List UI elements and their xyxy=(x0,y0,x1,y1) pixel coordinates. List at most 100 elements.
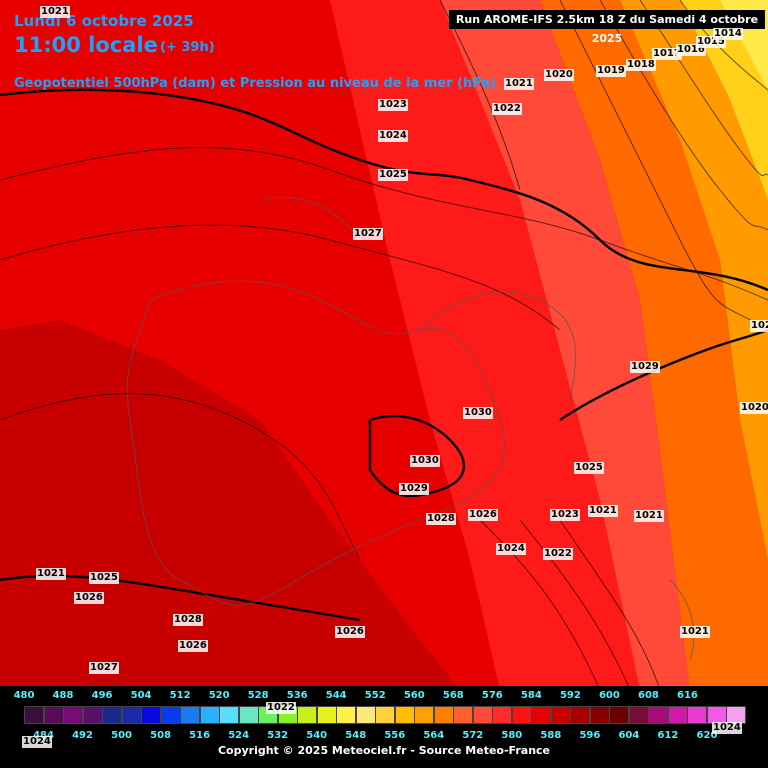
legend-tick-top: 592 xyxy=(559,690,581,701)
pressure-label: 1027 xyxy=(353,228,383,240)
legend-tick-bottom: 524 xyxy=(228,730,250,741)
legend-swatch xyxy=(492,706,513,724)
legend-swatch xyxy=(531,706,552,724)
legend-swatch xyxy=(472,706,493,724)
legend-swatch xyxy=(160,706,181,724)
legend-tick-bottom: 532 xyxy=(267,730,289,741)
pressure-label: 1027 xyxy=(89,662,119,674)
pressure-label: 1022 xyxy=(492,103,522,115)
legend-tick-top: 496 xyxy=(91,690,113,701)
legend-tick-top: 536 xyxy=(286,690,308,701)
pressure-label: 1026 xyxy=(74,592,104,604)
legend-swatch xyxy=(316,706,337,724)
pressure-label: 1024 xyxy=(712,722,742,734)
legend-tick-bottom: 484 xyxy=(33,730,54,741)
legend-tick-bottom: 540 xyxy=(306,730,328,741)
legend-swatch xyxy=(667,706,688,724)
legend-tick-top: 560 xyxy=(403,690,425,701)
legend-tick-bottom: 596 xyxy=(579,730,601,741)
run-info: Run AROME-IFS 2.5km 18 Z du Samedi 4 oct… xyxy=(449,10,765,45)
legend-tick-bottom: 500 xyxy=(111,730,132,741)
legend-swatch xyxy=(82,706,103,724)
legend-tick-top: 600 xyxy=(598,690,620,701)
pressure-label: 1021 xyxy=(588,505,618,517)
legend-tick-top: 504 xyxy=(130,690,152,701)
legend-swatch xyxy=(63,706,84,724)
pressure-label: 1021 xyxy=(36,568,66,580)
pressure-label: 1022 xyxy=(543,548,573,560)
map-subtitle: Geopotentiel 500hPa (dam) et Pression au… xyxy=(14,76,497,91)
legend-tick-top: 552 xyxy=(364,690,386,701)
legend-tick-bottom: 548 xyxy=(345,730,367,741)
legend-swatch xyxy=(394,706,415,724)
pressure-label: 1025 xyxy=(89,572,119,584)
pressure-label: 1021 xyxy=(750,320,768,332)
legend-swatch xyxy=(24,706,44,724)
pressure-label: 1026 xyxy=(468,509,498,521)
legend-tick-top: 528 xyxy=(247,690,269,701)
legend-swatch xyxy=(180,706,201,724)
legend-swatch xyxy=(336,706,357,724)
pressure-label: 1021 xyxy=(680,626,710,638)
legend-tick-bottom: 556 xyxy=(384,730,406,741)
legend-swatch xyxy=(453,706,474,724)
legend-tick-top: 616 xyxy=(677,690,698,701)
color-legend xyxy=(0,686,768,768)
legend-swatch xyxy=(141,706,162,724)
legend-tick-bottom: 588 xyxy=(540,730,562,741)
pressure-label: 1024 xyxy=(496,543,526,555)
legend-swatch xyxy=(433,706,454,724)
legend-tick-top: 608 xyxy=(637,690,659,701)
legend-swatch xyxy=(511,706,532,724)
pressure-label: 1026 xyxy=(335,626,365,638)
legend-tick-top: 480 xyxy=(13,690,35,701)
legend-tick-bottom: 508 xyxy=(150,730,172,741)
legend-tick-bottom: 580 xyxy=(501,730,523,741)
pressure-label: 1025 xyxy=(378,169,408,181)
legend-tick-bottom: 572 xyxy=(462,730,484,741)
pressure-label: 1028 xyxy=(426,513,456,525)
legend-swatch xyxy=(219,706,240,724)
legend-swatch xyxy=(628,706,649,724)
legend-tick-bottom: 620 xyxy=(696,730,718,741)
pressure-label: 1022 xyxy=(266,702,296,714)
forecast-lead-time: (+ 39h) xyxy=(160,40,215,55)
pressure-label: 1025 xyxy=(574,462,604,474)
legend-tick-bottom: 564 xyxy=(423,730,445,741)
pressure-label: 1021 xyxy=(504,78,534,90)
legend-swatch xyxy=(238,706,259,724)
pressure-label: 1020 xyxy=(740,402,768,414)
legend-tick-bottom: 516 xyxy=(189,730,211,741)
pressure-label: 1029 xyxy=(630,361,660,373)
legend-tick-bottom: 492 xyxy=(72,730,93,741)
legend-tick-top: 512 xyxy=(169,690,191,701)
legend-swatch xyxy=(355,706,376,724)
legend-tick-top: 576 xyxy=(481,690,503,701)
pressure-label: 1024 xyxy=(378,130,408,142)
forecast-time: 11:00 locale xyxy=(14,33,158,57)
legend-swatch xyxy=(648,706,669,724)
pressure-label: 1021 xyxy=(634,510,664,522)
legend-tick-top: 584 xyxy=(520,690,542,701)
legend-swatch xyxy=(43,706,64,724)
pressure-label: 1028 xyxy=(173,614,203,626)
legend-tick-top: 488 xyxy=(52,690,74,701)
legend-tick-top: 520 xyxy=(208,690,230,701)
pressure-label: 1021 xyxy=(40,6,70,18)
legend-swatch xyxy=(609,706,630,724)
legend-swatch xyxy=(687,706,708,724)
pressure-label: 1019 xyxy=(596,65,626,77)
pressure-label: 1029 xyxy=(399,483,429,495)
legend-swatch xyxy=(589,706,610,724)
legend-swatch xyxy=(102,706,123,724)
copyright: Copyright © 2025 Meteociel.fr - Source M… xyxy=(217,744,551,757)
pressure-label: 1030 xyxy=(410,455,440,467)
legend-swatch xyxy=(550,706,571,724)
legend-swatch xyxy=(570,706,591,724)
legend-tick-top: 544 xyxy=(325,690,347,701)
pressure-label: 1014 xyxy=(713,28,743,40)
legend-tick-bottom: 604 xyxy=(618,730,640,741)
pressure-label: 1020 xyxy=(544,69,574,81)
